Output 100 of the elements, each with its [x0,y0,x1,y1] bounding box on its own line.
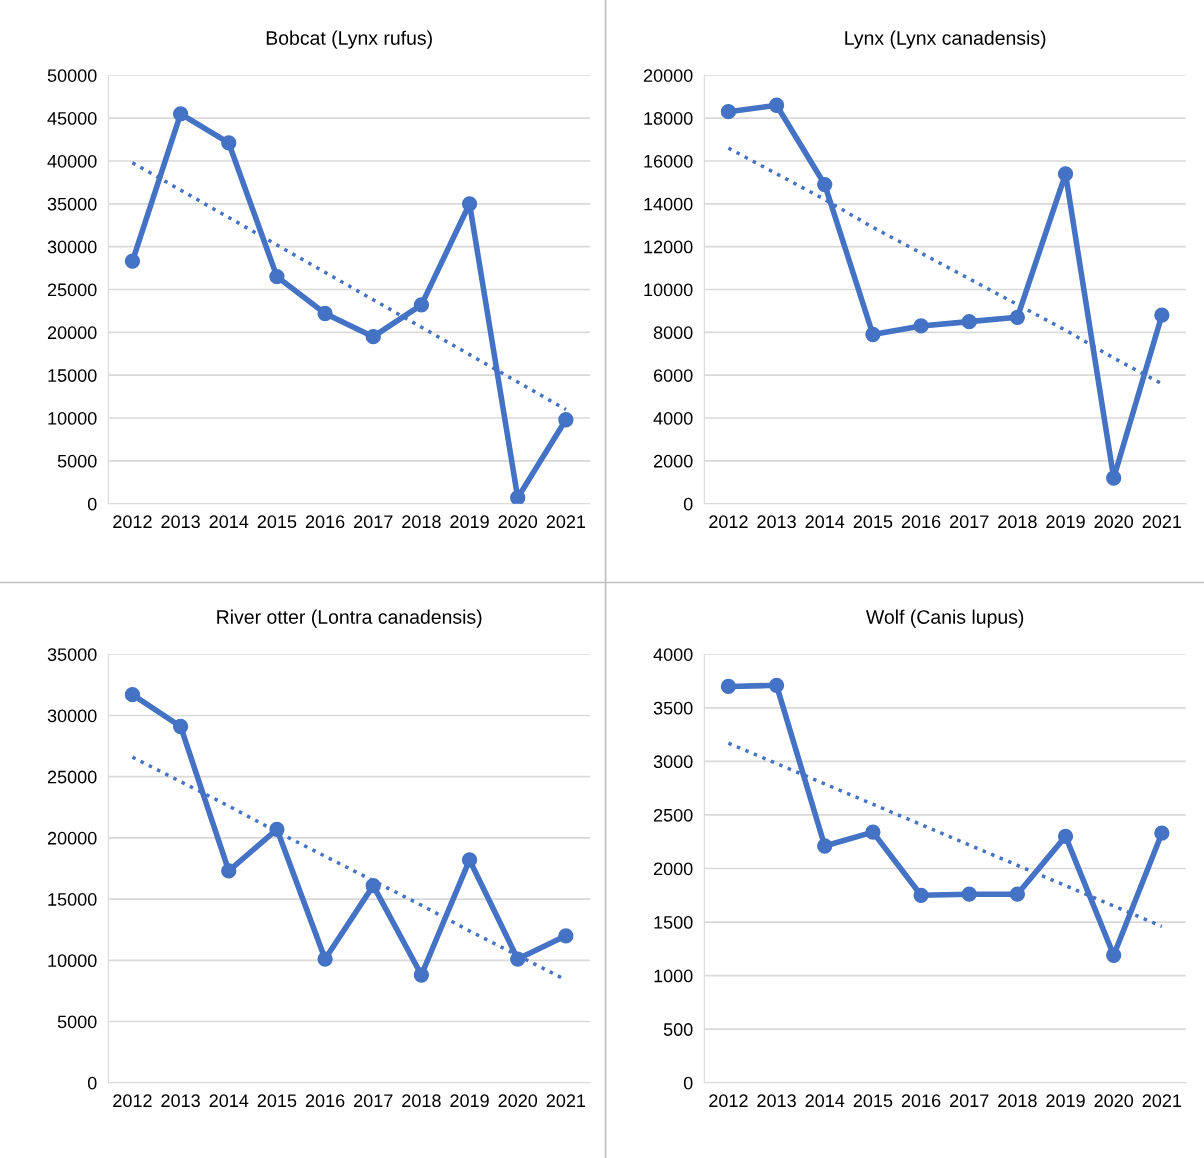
x-tick-label: 2012 [709,515,748,529]
point [1106,947,1122,963]
x-tick-label: 2015 [257,1094,297,1108]
y-tick-label: 2500 [653,808,693,822]
point [413,297,430,313]
y-tick-label: 10000 [48,954,97,968]
point [865,824,881,840]
y-tick-label: 16000 [644,154,693,168]
y-tick-label: 5000 [57,1015,97,1029]
y-tick-label: 35000 [47,648,97,661]
chart-title: Lynx (Lynx canadensis) [845,30,1046,49]
point [413,967,430,983]
point [720,104,737,120]
y-tick-label: 10000 [48,411,97,425]
point [720,678,737,695]
y-tick-label: 20000 [643,69,693,82]
x-tick-label: 2016 [901,1094,941,1108]
y-tick-label: 25000 [47,283,97,297]
point [913,318,929,334]
x-tick-label: 2016 [901,515,941,529]
x-tick-label: 2016 [305,515,345,529]
y-tick-label: 0 [87,497,97,511]
x-tick-label: 2021 [546,1094,586,1108]
point [768,97,785,113]
x-tick-label: 2019 [1046,1094,1085,1108]
x-tick-label: 2014 [209,515,249,529]
y-tick-label: 20000 [47,326,97,340]
y-tick-label: 15000 [48,369,97,382]
point [961,313,977,330]
x-tick-label: 2021 [1142,515,1182,529]
y-tick-label: 500 [663,1023,693,1036]
point [817,838,833,854]
point [817,176,833,193]
point [1057,166,1074,182]
y-tick-label: 3500 [653,701,693,715]
y-tick-label: 10000 [644,283,693,297]
point [317,305,333,322]
y-tick-label: 1500 [654,915,693,929]
y-tick-label: 35000 [47,197,97,211]
x-tick-label: 2014 [805,1094,845,1108]
point [961,886,977,902]
x-tick-label: 2014 [209,1094,249,1108]
y-tick-label: 18000 [644,112,693,125]
y-tick-label: 30000 [47,240,97,254]
point [558,412,574,428]
y-tick-label: 2000 [653,454,693,468]
chart-title: River otter (Lontra canadensis) [217,609,482,628]
x-tick-label: 2016 [305,1094,345,1108]
y-tick-label: 4000 [653,648,693,661]
y-tick-label: 50000 [47,69,97,82]
y-tick-label: 45000 [47,112,97,125]
point [317,951,333,967]
x-tick-label: 2015 [257,515,297,529]
y-tick-label: 15000 [48,893,97,906]
y-tick-label: 2000 [653,862,693,876]
x-tick-label: 2019 [450,1094,489,1108]
y-tick-label: 0 [683,1076,693,1090]
chart-title: Wolf (Canis lupus) [865,609,1024,628]
y-tick-label: 8000 [653,326,693,340]
x-tick-label: 2020 [498,1094,538,1108]
point [172,718,189,735]
y-tick-label: 0 [87,1076,97,1090]
point [510,951,526,967]
point [510,490,526,504]
point [461,196,478,212]
x-tick-label: 2013 [757,1094,796,1108]
point [221,863,237,879]
x-tick-label: 2018 [998,1094,1037,1108]
x-tick-label: 2012 [113,1094,152,1108]
x-tick-label: 2021 [1142,1094,1182,1108]
x-tick-label: 2019 [450,515,489,529]
x-tick-label: 2012 [113,515,152,529]
x-tick-label: 2013 [161,1094,200,1108]
y-tick-label: 0 [683,497,693,511]
point [365,877,381,894]
x-tick-label: 2020 [1094,515,1134,529]
point [172,106,189,122]
point [1009,309,1026,325]
x-tick-label: 2013 [757,515,796,529]
x-tick-label: 2014 [805,515,845,529]
y-tick-label: 14000 [644,197,693,211]
y-tick-label: 3000 [653,755,693,769]
x-tick-label: 2019 [1046,515,1085,529]
point [558,928,574,944]
y-tick-label: 40000 [47,154,97,168]
y-tick-label: 20000 [47,831,97,845]
point [124,687,141,703]
x-tick-label: 2018 [402,515,441,529]
x-tick-label: 2013 [161,515,200,529]
x-tick-label: 2015 [853,1094,893,1108]
point [461,852,478,868]
point [913,887,929,903]
chart-title: Bobcat (Lynx rufus) [266,30,432,49]
x-tick-label: 2021 [546,515,586,529]
x-tick-label: 2018 [402,1094,441,1108]
point [1154,307,1170,323]
x-tick-label: 2017 [950,1094,989,1108]
point [269,821,285,837]
y-tick-label: 1000 [654,969,693,983]
x-tick-label: 2018 [998,515,1037,529]
